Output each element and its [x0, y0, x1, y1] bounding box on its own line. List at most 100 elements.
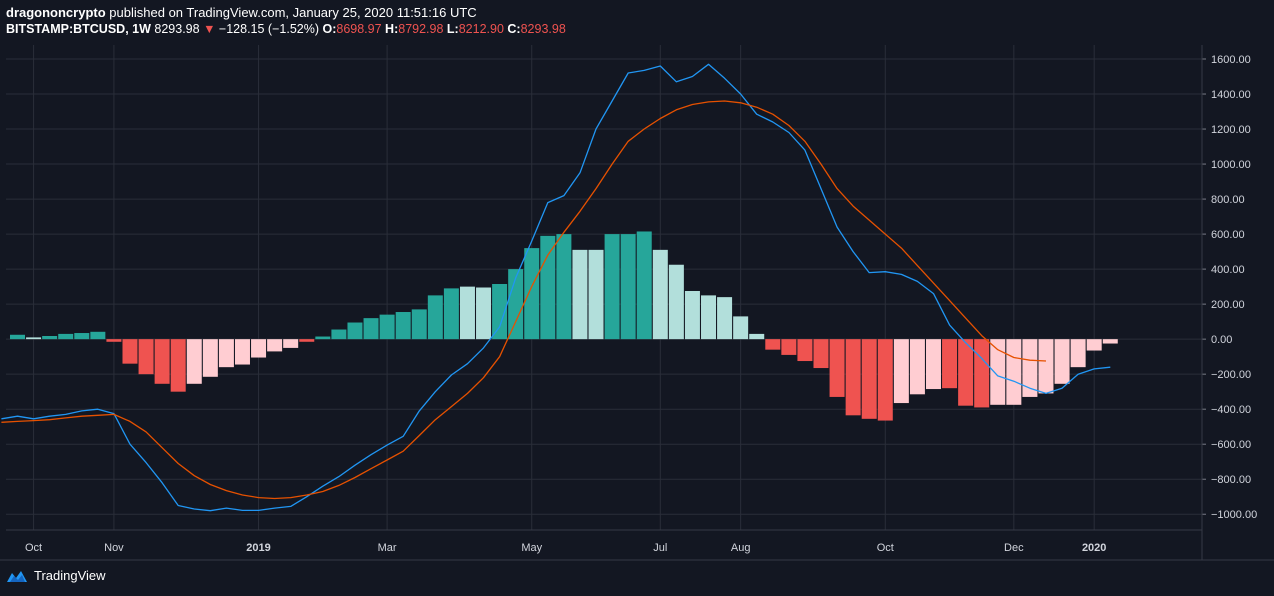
histogram-bar [170, 339, 186, 392]
close-value: 8293.98 [520, 22, 566, 36]
histogram-bar [26, 337, 42, 340]
histogram-bar [42, 336, 58, 340]
histogram-bar [138, 339, 154, 375]
histogram-bar [1038, 339, 1054, 394]
publish-info: dragononcrypto published on TradingView.… [6, 5, 477, 20]
down-arrow-icon: ▼ [203, 22, 216, 36]
y-tick-label: −400.00 [1211, 404, 1251, 416]
x-tick-label: Nov [104, 542, 124, 554]
x-tick-label: Mar [378, 542, 397, 554]
histogram-bar [202, 339, 218, 377]
histogram-bar [620, 234, 636, 340]
open-value: 8698.97 [336, 22, 382, 36]
published-text: published on TradingView.com, January 25… [109, 5, 477, 20]
histogram-bar [877, 339, 893, 421]
histogram-bar [974, 339, 990, 408]
y-tick-label: −200.00 [1211, 369, 1251, 381]
histogram-bar [251, 339, 267, 358]
histogram-bar [717, 297, 733, 340]
histogram-bar [1070, 339, 1086, 368]
histogram-bar [331, 329, 347, 340]
histogram-bar [813, 339, 829, 369]
histogram-bar [990, 339, 1006, 405]
x-tick-label: Oct [25, 542, 42, 554]
y-tick-label: −1000.00 [1211, 509, 1257, 521]
x-tick-label: May [521, 542, 542, 554]
histogram-bar [845, 339, 861, 416]
change-value: −128.15 (−1.52%) [218, 22, 319, 36]
y-tick-label: 1400.00 [1211, 89, 1251, 101]
histogram-bar [604, 234, 620, 340]
tradingview-logo-icon [7, 570, 27, 582]
x-tick-label: 2020 [1082, 542, 1106, 554]
histogram-bar [459, 286, 475, 340]
signal-line [1, 100, 1047, 500]
close-label: C: [507, 22, 521, 36]
y-tick-label: 200.00 [1211, 299, 1245, 311]
x-tick-label: Oct [877, 542, 894, 554]
histogram-bar [1022, 339, 1038, 397]
histogram-bar [524, 248, 540, 340]
x-tick-label: Jul [653, 542, 667, 554]
ohlc-legend: BITSTAMP:BTCUSD, 1W 8293.98 ▼ −128.15 (−… [6, 22, 566, 36]
histogram-bar [925, 339, 941, 390]
y-tick-label: −800.00 [1211, 474, 1251, 486]
histogram-bar [749, 333, 765, 340]
grid [6, 45, 1202, 530]
macd-lines [1, 63, 1111, 512]
symbol-label[interactable]: BITSTAMP:BTCUSD, 1W [6, 22, 151, 36]
open-label: O: [322, 22, 337, 36]
y-tick-label: 1600.00 [1211, 54, 1251, 66]
y-tick-label: 600.00 [1211, 229, 1245, 241]
histogram-bar [299, 339, 315, 342]
y-tick-label: 0.00 [1211, 334, 1232, 346]
author-name[interactable]: dragononcrypto [6, 5, 106, 20]
histogram-bar [733, 316, 749, 340]
y-tick-label: −600.00 [1211, 439, 1251, 451]
brand-name: TradingView [34, 568, 106, 583]
histogram-bar [218, 339, 234, 368]
histogram-bar [797, 339, 813, 362]
histogram-bar [1102, 339, 1118, 344]
histogram-bar [636, 231, 652, 340]
histogram-bar [508, 269, 524, 340]
tradingview-brand[interactable]: TradingView [6, 568, 106, 583]
histogram-bar [106, 339, 122, 342]
x-tick-label: Dec [1004, 542, 1024, 554]
price-value: 8293.98 [154, 22, 200, 36]
histogram-bar [122, 339, 138, 364]
axes: 1600.00 1400.00 1200.00 1000.00 800.00 600.00… [0, 45, 1274, 561]
macd-line [1, 63, 1111, 512]
histogram-bar [347, 322, 363, 340]
histogram-bar [540, 235, 556, 340]
histogram-bar [234, 339, 250, 365]
histogram-bar [267, 339, 283, 352]
histogram-bar [10, 334, 25, 340]
histogram-bar [1086, 339, 1102, 351]
y-tick-label: 800.00 [1211, 194, 1245, 206]
histogram-bar [315, 336, 331, 340]
histogram-bar [861, 339, 877, 419]
high-value: 8792.98 [398, 22, 444, 36]
low-label: L: [446, 22, 459, 36]
histogram-bar [958, 339, 974, 406]
histogram-bar [74, 333, 90, 340]
x-tick-label: Aug [731, 542, 751, 554]
histogram-bar [1054, 339, 1070, 384]
histogram-bar [668, 264, 684, 340]
histogram-bar [829, 339, 845, 397]
histogram-bar [283, 339, 299, 348]
histogram-bar [942, 339, 958, 389]
y-tick-label: 1200.00 [1211, 124, 1251, 136]
y-tick-label: 1000.00 [1211, 159, 1251, 171]
histogram-bar [893, 339, 909, 404]
histogram-bar [476, 287, 492, 340]
histogram-bar [909, 339, 925, 395]
histogram-bar [684, 291, 700, 340]
histogram-bar [556, 234, 572, 340]
histogram-bar [701, 295, 717, 340]
histogram-bar [90, 331, 106, 340]
low-value: 8212.90 [458, 22, 504, 36]
macd-histogram [10, 231, 1118, 421]
